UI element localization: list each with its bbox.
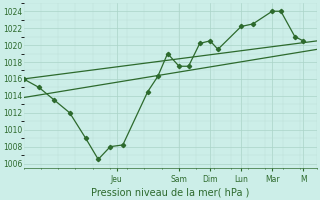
- X-axis label: Pression niveau de la mer( hPa ): Pression niveau de la mer( hPa ): [91, 187, 250, 197]
